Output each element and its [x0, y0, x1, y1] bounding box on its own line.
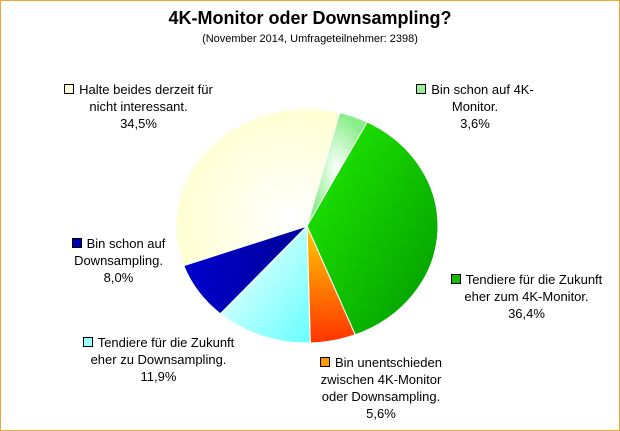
- pie-slice-tendency-4k: [306, 121, 439, 336]
- legend-entry-downsampling: Bin schon auf Downsampling. 8,0%: [56, 235, 181, 286]
- legend-text-line: Tendiere für die Zukunft: [97, 335, 235, 350]
- legend-swatch: [450, 274, 461, 284]
- legend-percent: 5,6%: [366, 406, 396, 421]
- legend-swatch: [416, 84, 427, 94]
- legend-swatch: [320, 357, 330, 367]
- legend-percent: 3,6%: [460, 116, 490, 131]
- legend-percent: 34,5%: [120, 116, 157, 131]
- legend-percent: 8,0%: [103, 270, 134, 285]
- legend-text-line: Tendiere für die Zukunft: [465, 272, 603, 287]
- legend-text-line: eher zum 4K-Monitor.: [464, 289, 589, 304]
- legend-entry-4k-monitor: Bin schon auf 4K- Monitor. 3,6%: [405, 81, 545, 132]
- chart-subtitle: (November 2014, Umfrageteilnehmer: 2398): [202, 33, 418, 45]
- pie-slice-tendency-downsampling: [219, 224, 311, 344]
- legend-text-line: Bin schon auf 4K-: [431, 82, 534, 97]
- legend-text-line: Downsampling.: [74, 253, 163, 268]
- legend-text-line: zwischen 4K-Monitor: [320, 372, 442, 387]
- legend-swatch: [71, 238, 82, 248]
- legend-text-line: Bin unentschieden: [335, 355, 442, 370]
- chart-title: 4K-Monitor oder Downsampling?: [168, 8, 452, 28]
- pie-slice-not-interested: [175, 108, 341, 267]
- legend-swatch: [82, 337, 93, 347]
- legend-text-line: oder Downsampling.: [321, 389, 441, 404]
- legend-text-line: Halte beides derzeit für: [79, 82, 213, 97]
- legend-text-line: Bin schon auf: [86, 236, 166, 251]
- legend-entry-tendency-downsampling: Tendiere für die Zukunft eher zu Downsam…: [71, 334, 246, 385]
- legend-entry-tendency-4k: Tendiere für die Zukunft eher zum 4K-Mon…: [439, 271, 614, 322]
- legend-entry-undecided: Bin unentschieden zwischen 4K-Monitor od…: [301, 354, 461, 422]
- legend-swatch: [64, 84, 75, 94]
- legend-text-line: Monitor.: [451, 99, 499, 114]
- legend-text-line: eher zu Downsampling.: [90, 352, 227, 367]
- legend-percent: 11,9%: [140, 369, 177, 384]
- legend-entry-not-interested: Halte beides derzeit für nicht interessa…: [51, 81, 226, 132]
- legend-percent: 36,4%: [508, 306, 545, 321]
- legend-text-line: nicht interessant.: [89, 99, 188, 114]
